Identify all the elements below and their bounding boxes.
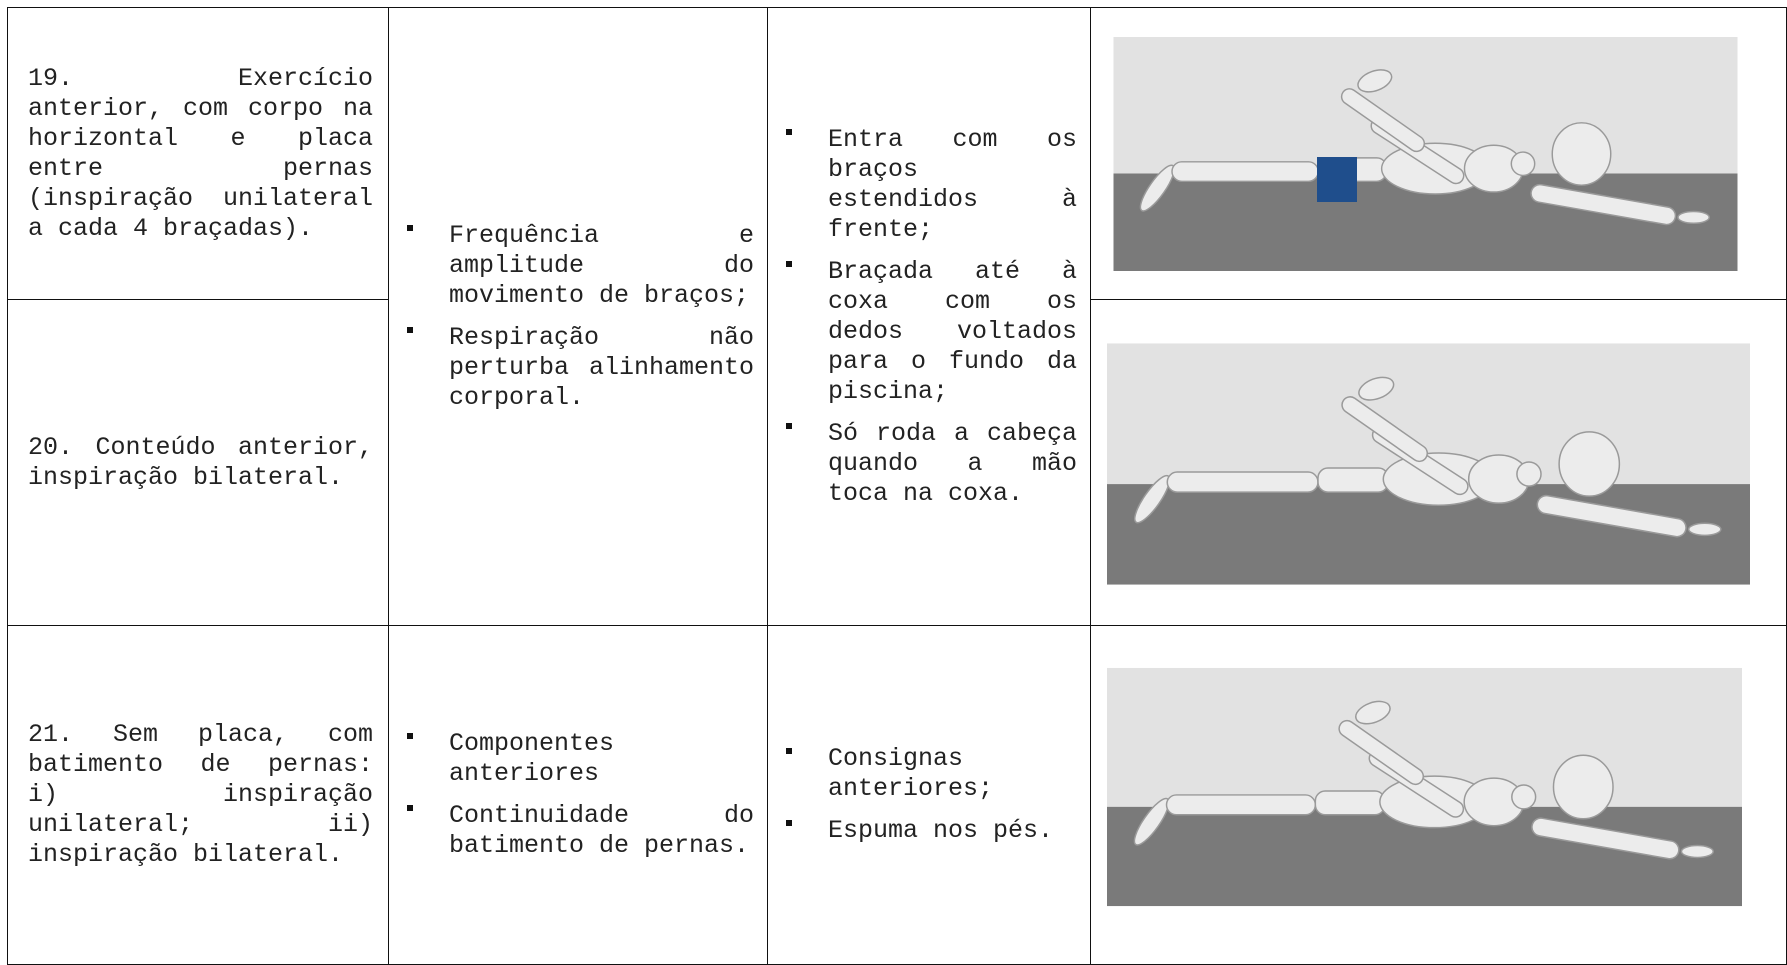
- exercise-cell: 20. Conteúdo anterior, inspiração bilate…: [7, 299, 390, 627]
- list-item: Espuma nos pés.: [780, 816, 1077, 846]
- criteria-list: Componentes anteriores Continuidade do ba…: [389, 729, 768, 861]
- instructions-list: Consignas anteriores; Espuma nos pés.: [768, 744, 1091, 846]
- list-item: Continuidade do batimento de pernas.: [401, 801, 754, 861]
- criteria-list: Frequência e amplitude do movimento de b…: [389, 221, 768, 413]
- instructions-list: Entra com os braços estendidos à frente;…: [768, 125, 1091, 509]
- list-item: Entra com os braços estendidos à frente;: [780, 125, 1077, 245]
- list-item: Respiração não perturba alinhamento corp…: [401, 323, 754, 413]
- image-cell: [1090, 7, 1787, 301]
- list-item: Braçada até à coxa com os dedos voltados…: [780, 257, 1077, 407]
- instructions-cell: Entra com os braços estendidos à frente;…: [767, 7, 1092, 627]
- swimmer-image: [1107, 667, 1742, 907]
- list-item: Consignas anteriores;: [780, 744, 1077, 804]
- exercise-text: 20. Conteúdo anterior, inspiração bilate…: [28, 433, 373, 492]
- criteria-cell: Componentes anteriores Continuidade do ba…: [388, 625, 769, 965]
- image-cell: [1090, 625, 1787, 965]
- list-item: Frequência e amplitude do movimento de b…: [401, 221, 754, 311]
- instructions-cell: Consignas anteriores; Espuma nos pés.: [767, 625, 1092, 965]
- exercise-text: 21. Sem placa, com batimento de pernas: …: [28, 720, 373, 869]
- swimmer-image: [1107, 342, 1750, 586]
- page: 19. Exercício anterior, com corpo na hor…: [7, 7, 1787, 965]
- criteria-cell: Frequência e amplitude do movimento de b…: [388, 7, 769, 627]
- exercise-cell: 21. Sem placa, com batimento de pernas: …: [7, 625, 390, 965]
- list-item: Só roda a cabeça quando a mão toca na co…: [780, 419, 1077, 509]
- image-cell: [1090, 299, 1787, 627]
- list-item: Componentes anteriores: [401, 729, 754, 789]
- exercise-cell: 19. Exercício anterior, com corpo na hor…: [7, 7, 390, 301]
- swimmer-image: [1112, 37, 1739, 271]
- exercise-text: 19. Exercício anterior, com corpo na hor…: [28, 64, 373, 243]
